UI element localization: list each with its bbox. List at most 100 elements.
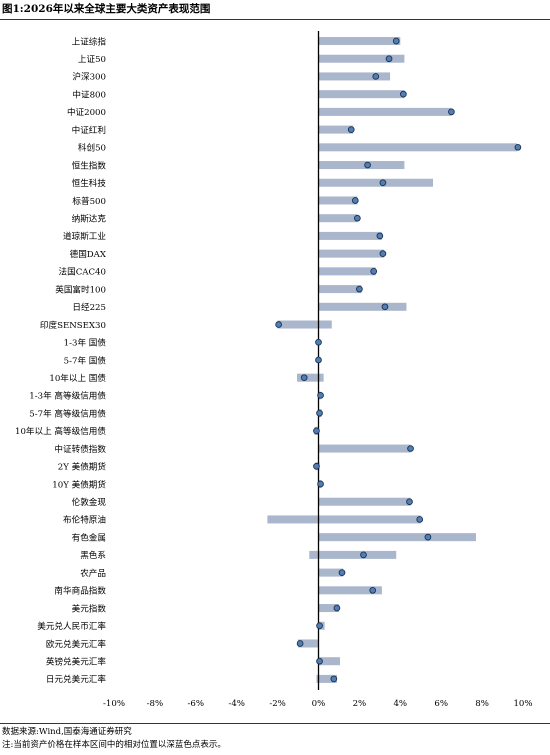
category-label: 1-3年 国债 bbox=[64, 337, 107, 349]
category-label: 欧元兑美元汇率 bbox=[46, 638, 107, 650]
range-bar bbox=[318, 249, 384, 258]
current-position-dot bbox=[407, 445, 414, 452]
category-label: 英国富时100 bbox=[55, 283, 106, 295]
current-position-dot bbox=[296, 640, 304, 647]
range-bar bbox=[318, 196, 358, 205]
category-label: 美元指数 bbox=[72, 602, 107, 614]
category-label: 10年以上 国债 bbox=[49, 372, 106, 384]
current-position-dot bbox=[379, 179, 387, 187]
range-bar bbox=[318, 161, 405, 170]
range-bar bbox=[318, 586, 382, 595]
x-tick-label: 8% bbox=[475, 699, 489, 709]
current-position-dot bbox=[424, 533, 432, 541]
category-label: 英镑兑美元汇率 bbox=[46, 656, 107, 668]
x-tick-label: 0% bbox=[312, 699, 326, 709]
category-label: 10Y 美债期货 bbox=[52, 478, 106, 490]
range-bar bbox=[318, 302, 407, 311]
current-position-dot bbox=[448, 108, 455, 116]
category-label: 印度SENSEX30 bbox=[40, 319, 106, 331]
current-position-dot bbox=[354, 214, 361, 222]
current-position-dot bbox=[406, 498, 413, 506]
range-bar bbox=[316, 674, 337, 683]
x-tick-label: 4% bbox=[393, 699, 407, 709]
range-bar bbox=[318, 72, 391, 81]
range-bar bbox=[318, 143, 517, 152]
category-label: 有色金属 bbox=[72, 531, 106, 543]
current-position-dot bbox=[316, 622, 323, 630]
category-label: 10年以上 高等级信用债 bbox=[15, 425, 106, 437]
current-position-dot bbox=[333, 604, 341, 612]
category-label: 科创50 bbox=[78, 142, 106, 154]
x-tick-label: -2% bbox=[269, 699, 286, 709]
category-label: 中证红利 bbox=[72, 124, 106, 136]
category-label: 美元兑人民币汇率 bbox=[37, 620, 106, 632]
bottom-rule bbox=[0, 723, 550, 724]
figure-title: 图1:2026年以来全球主要大类资产表现范围 bbox=[2, 3, 211, 15]
category-label: 中证2000 bbox=[67, 106, 106, 118]
range-bar bbox=[318, 90, 405, 99]
range-bar bbox=[318, 568, 344, 577]
top-rule bbox=[0, 19, 550, 20]
category-label: 布伦特原油 bbox=[63, 514, 106, 526]
range-bar bbox=[318, 125, 354, 134]
current-position-dot bbox=[315, 356, 322, 364]
current-position-dot bbox=[316, 657, 323, 665]
category-label: 沪深300 bbox=[72, 71, 106, 83]
category-label: 上证综指 bbox=[72, 35, 107, 47]
range-bar bbox=[297, 373, 324, 382]
note-text: 注:当前资产价格在样本区间中的相对位置以深蓝色点表示。 bbox=[2, 740, 226, 750]
range-bar bbox=[318, 444, 411, 453]
current-position-dot bbox=[379, 250, 387, 257]
x-tick-label: 2% bbox=[353, 699, 367, 709]
source-text: 数据来源:Wind,国泰海通证券研究 bbox=[2, 727, 132, 737]
category-label: 日元兑美元汇率 bbox=[46, 673, 107, 685]
category-label: 2Y 美债期货 bbox=[58, 461, 107, 473]
range-bar bbox=[318, 37, 401, 45]
category-label: 纳斯达克 bbox=[72, 213, 107, 225]
range-bar bbox=[318, 497, 411, 506]
current-position-dot bbox=[356, 285, 363, 293]
range-bar bbox=[298, 639, 319, 648]
category-label: 南华商品指数 bbox=[54, 585, 106, 597]
range-bar bbox=[318, 267, 376, 276]
x-tick-label: 6% bbox=[434, 699, 448, 709]
range-bar bbox=[309, 550, 397, 559]
current-position-dot bbox=[317, 480, 324, 488]
range-bar bbox=[318, 604, 339, 613]
range-bar bbox=[318, 533, 476, 542]
current-position-dot bbox=[416, 516, 424, 523]
range-bar bbox=[318, 214, 358, 223]
category-label: 黑色系 bbox=[80, 549, 106, 561]
category-label: 农产品 bbox=[80, 567, 106, 579]
current-position-dot bbox=[315, 338, 322, 346]
category-label: 伦敦金现 bbox=[72, 496, 107, 508]
current-position-dot bbox=[317, 392, 324, 399]
category-label: 法国CAC40 bbox=[59, 266, 106, 278]
range-bar bbox=[277, 320, 332, 329]
current-position-dot bbox=[330, 675, 338, 683]
range-bar bbox=[318, 178, 434, 187]
category-label: 标普500 bbox=[72, 195, 106, 207]
current-position-dot bbox=[381, 303, 389, 311]
current-position-dot bbox=[351, 197, 359, 204]
current-position-dot bbox=[372, 73, 380, 80]
current-position-dot bbox=[313, 462, 320, 470]
x-tick-label: 10% bbox=[513, 699, 532, 709]
current-position-dot bbox=[338, 569, 346, 576]
category-label: 上证50 bbox=[78, 54, 106, 65]
current-position-dot bbox=[369, 586, 377, 594]
category-label: 德国DAX bbox=[70, 248, 107, 260]
range-bar bbox=[267, 515, 421, 524]
x-tick-label: -8% bbox=[147, 699, 164, 709]
current-position-dot bbox=[364, 161, 371, 169]
current-position-dot bbox=[392, 37, 400, 45]
category-label: 中证转债指数 bbox=[54, 443, 106, 455]
current-position-dot bbox=[376, 232, 384, 240]
current-position-dot bbox=[347, 126, 355, 133]
x-tick-label: -10% bbox=[103, 699, 125, 709]
current-position-dot bbox=[400, 90, 407, 98]
range-bar bbox=[318, 285, 362, 294]
range-bar bbox=[318, 107, 452, 116]
range-bar bbox=[318, 657, 340, 666]
category-label: 恒生指数 bbox=[72, 159, 107, 171]
